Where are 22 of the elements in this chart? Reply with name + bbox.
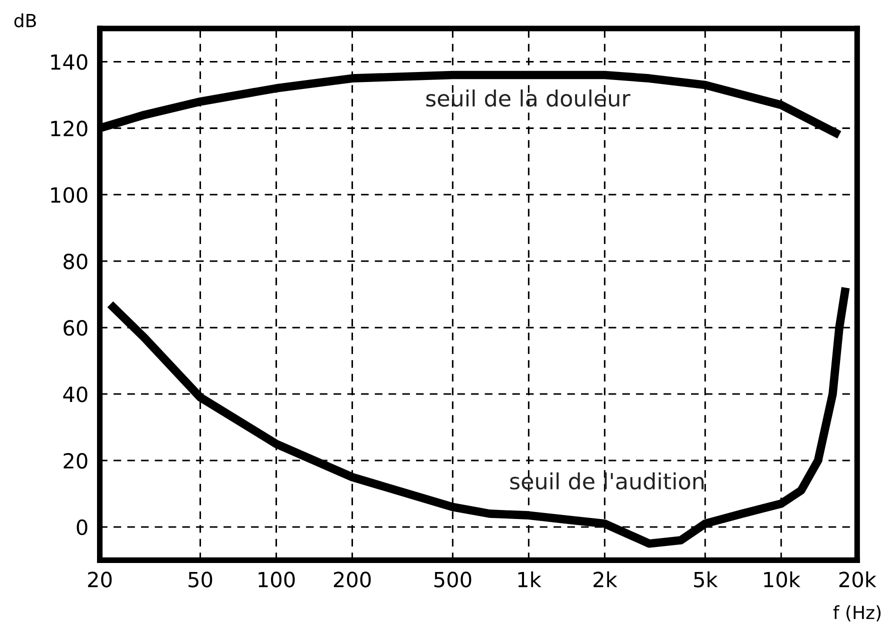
annotation: seuil de la douleur [426,90,630,107]
y-tick-label: 140 [51,54,88,70]
x-tick-label: 100 [258,572,295,588]
x-axis-title: f (Hz) [833,605,881,622]
x-tick-label: 10k [764,571,800,588]
y-tick-label: 40 [63,386,88,402]
y-tick-label: 20 [64,452,88,469]
y-tick-label: 0 [76,519,88,536]
x-tick-label: 2k [594,571,618,588]
x-tick-label: 500 [434,572,472,588]
y-tick-label: 100 [51,187,88,203]
x-tick-label: 50 [188,572,212,588]
y-tick-label: 60 [64,320,88,336]
y-tick-label: 80 [64,254,88,270]
x-tick-label: 5k [694,571,718,588]
annotation: seuil de l'audition [510,472,704,490]
x-tick-label: 20 [88,572,112,588]
x-tick-label: 20k [839,571,876,588]
y-axis-title: dB [14,13,36,28]
x-tick-label: 200 [334,572,371,588]
x-tick-label: 1k [518,571,542,588]
y-tick-label: 120 [51,120,88,136]
